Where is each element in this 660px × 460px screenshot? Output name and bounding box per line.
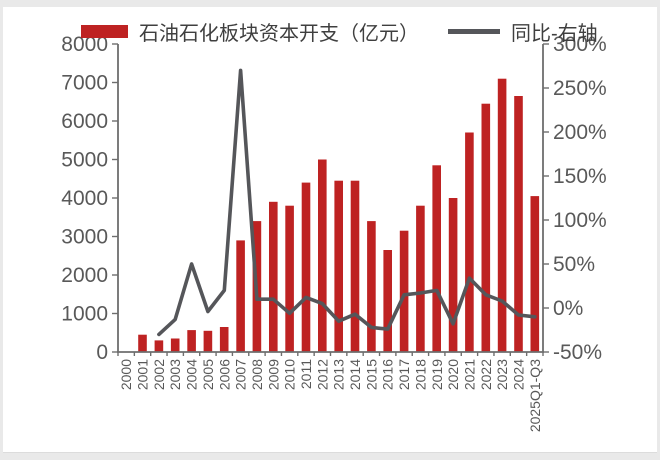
bar-2007 bbox=[236, 240, 245, 352]
bar-2017 bbox=[399, 230, 409, 352]
bar-2019 bbox=[432, 165, 441, 352]
bar-2021 bbox=[465, 132, 474, 352]
svg-text:2021: 2021 bbox=[461, 359, 477, 390]
legend-capex-label: 石油石化板块资本开支（亿元） bbox=[139, 22, 419, 45]
legend-yoy-label: 同比-右轴 bbox=[511, 22, 598, 45]
svg-text:2008: 2008 bbox=[249, 359, 265, 390]
bar-2018 bbox=[416, 205, 425, 352]
bar-2009 bbox=[269, 201, 278, 352]
svg-text:2009: 2009 bbox=[265, 359, 281, 390]
svg-text:2020: 2020 bbox=[445, 359, 461, 390]
bar-2022 bbox=[481, 103, 491, 352]
bar-2014 bbox=[350, 180, 360, 352]
svg-text:-50%: -50% bbox=[553, 341, 602, 364]
bar-2011 bbox=[301, 182, 311, 352]
svg-text:2006: 2006 bbox=[216, 359, 232, 390]
legend-bar-swatch bbox=[81, 24, 128, 38]
capex-bars bbox=[138, 78, 540, 352]
svg-text:250%: 250% bbox=[553, 77, 607, 100]
svg-text:2015: 2015 bbox=[363, 359, 379, 390]
svg-text:3000: 3000 bbox=[61, 226, 108, 249]
frame-top bbox=[0, 0, 660, 7]
legend: 石油石化板块资本开支（亿元） 同比-右轴 bbox=[81, 17, 598, 45]
svg-text:0%: 0% bbox=[553, 297, 583, 320]
svg-text:2011: 2011 bbox=[298, 359, 314, 389]
svg-text:2003: 2003 bbox=[167, 359, 183, 390]
svg-text:6000: 6000 bbox=[61, 110, 108, 133]
svg-text:2005: 2005 bbox=[200, 359, 216, 390]
svg-text:7000: 7000 bbox=[61, 72, 108, 95]
svg-text:1000: 1000 bbox=[61, 303, 108, 326]
bar-2001 bbox=[138, 334, 147, 352]
bar-2004 bbox=[187, 330, 196, 352]
svg-text:2002: 2002 bbox=[151, 359, 167, 390]
bar-2012 bbox=[318, 159, 327, 352]
svg-text:2018: 2018 bbox=[412, 359, 428, 390]
yoy-line bbox=[157, 68, 537, 337]
svg-text:2012: 2012 bbox=[314, 359, 330, 390]
svg-text:150%: 150% bbox=[553, 165, 607, 188]
bar-2006 bbox=[219, 327, 229, 352]
svg-text:2001: 2001 bbox=[135, 359, 151, 390]
frame-right bbox=[657, 0, 660, 460]
svg-text:2000: 2000 bbox=[61, 264, 108, 287]
x-axis-ticks bbox=[117, 352, 544, 356]
svg-text:4000: 4000 bbox=[61, 187, 108, 210]
svg-text:2013: 2013 bbox=[331, 359, 347, 390]
legend-line-swatch bbox=[448, 28, 500, 34]
bar-2013 bbox=[334, 180, 343, 352]
svg-text:200%: 200% bbox=[553, 121, 607, 144]
bar-2016 bbox=[383, 250, 392, 352]
svg-text:0: 0 bbox=[96, 341, 108, 364]
right-axis-labels: 300% 250% 200% 150% 100% 50% 0% -50% bbox=[553, 33, 607, 364]
bar-2020 bbox=[448, 198, 458, 352]
bar-2023 bbox=[497, 78, 507, 352]
svg-text:2014: 2014 bbox=[347, 359, 363, 390]
bar-2005 bbox=[203, 330, 213, 352]
frame-left bbox=[0, 0, 3, 460]
svg-text:2023: 2023 bbox=[494, 359, 510, 390]
left-axis-labels: 8000 7000 6000 5000 4000 3000 2000 1000 0 bbox=[61, 33, 108, 364]
frame-bottom bbox=[0, 452, 660, 460]
bar-2010 bbox=[285, 205, 294, 352]
svg-text:300%: 300% bbox=[553, 33, 607, 56]
svg-text:2010: 2010 bbox=[282, 359, 298, 390]
svg-text:2024: 2024 bbox=[511, 359, 527, 390]
x-axis-labels: 2000 2001 2002 2003 2004 2005 2006 2007 2008 2009… bbox=[118, 359, 543, 432]
bar-2024 bbox=[514, 96, 523, 352]
svg-text:5000: 5000 bbox=[61, 149, 108, 172]
bar-2003 bbox=[170, 338, 180, 352]
svg-text:2019: 2019 bbox=[429, 359, 445, 390]
svg-text:2017: 2017 bbox=[396, 359, 412, 390]
bar-2015 bbox=[367, 221, 376, 352]
svg-text:50%: 50% bbox=[553, 253, 595, 276]
bar-2025Q1-Q3 bbox=[530, 196, 540, 352]
svg-text:2016: 2016 bbox=[380, 359, 396, 390]
svg-text:2022: 2022 bbox=[478, 359, 494, 390]
svg-text:2004: 2004 bbox=[184, 359, 200, 390]
svg-text:2025Q1-Q3: 2025Q1-Q3 bbox=[527, 359, 543, 432]
svg-text:2007: 2007 bbox=[233, 359, 249, 390]
svg-text:2000: 2000 bbox=[118, 359, 134, 390]
svg-text:100%: 100% bbox=[553, 209, 607, 232]
svg-text:8000: 8000 bbox=[61, 33, 108, 56]
bar-2002 bbox=[154, 340, 164, 352]
